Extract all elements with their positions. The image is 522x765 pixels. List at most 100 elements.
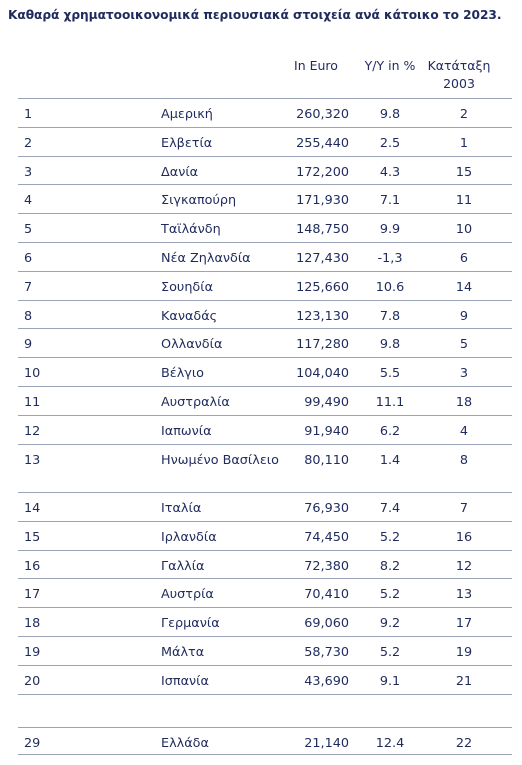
header-in-euro: In Euro [294, 58, 338, 73]
cell-in-euro: 148,750 [296, 222, 349, 238]
cell-country: Αυστραλία [161, 394, 230, 410]
cell-rank: 12 [24, 423, 41, 439]
cell-in-euro: 91,940 [304, 423, 349, 439]
cell-in-euro: 21,140 [304, 735, 349, 751]
cell-in-euro: 80,110 [304, 452, 349, 468]
cell-rank-2003: 7 [459, 500, 469, 516]
table-row: 18 Γερμανία 69,060 9.2 17 [18, 607, 512, 636]
cell-yy-percent: 5.2 [379, 587, 401, 603]
cell-country: Αυστρία [161, 587, 214, 603]
cell-yy-percent: 5.2 [379, 529, 401, 545]
cell-in-euro: 69,060 [304, 616, 349, 632]
cell-rank: 18 [24, 616, 41, 632]
cell-yy-percent: 9.9 [379, 222, 401, 238]
cell-rank-2003: 3 [459, 366, 469, 382]
cell-rank-2003: 13 [455, 587, 473, 603]
cell-country: Ελλάδα [161, 735, 209, 751]
cell-yy-percent: 8.2 [379, 558, 401, 574]
cell-rank-2003: 9 [459, 308, 469, 324]
cell-country: Βέλγιο [161, 366, 205, 382]
table-row: 12 Ιαπωνία 91,940 6.2 4 [18, 414, 512, 444]
cell-rank-2003: 12 [455, 558, 473, 574]
table-row: 7 Σουηδία 125,660 10.6 14 [18, 270, 512, 300]
cell-rank-2003: 10 [455, 222, 473, 238]
cell-yy-percent: 5.5 [379, 366, 401, 382]
cell-rank-2003: 5 [459, 337, 469, 353]
cell-rank: 17 [24, 587, 41, 603]
cell-country: Ιταλία [161, 500, 202, 516]
cell-yy-percent: 9.2 [379, 616, 401, 632]
cell-yy-percent: 9.8 [379, 107, 401, 122]
cell-rank: 19 [24, 644, 41, 660]
cell-rank: 13 [24, 452, 41, 468]
cell-rank-2003: 15 [455, 164, 473, 180]
cell-in-euro: 99,490 [304, 394, 349, 410]
table-row: 17 Αυστρία 70,410 5.2 13 [18, 578, 512, 607]
cell-in-euro: 171,930 [296, 193, 349, 209]
cell-country: Ιρλανδία [161, 529, 217, 545]
cell-yy-percent: 2.5 [379, 135, 401, 151]
cell-rank: 20 [24, 673, 41, 689]
cell-rank: 1 [24, 107, 33, 122]
cell-rank-2003: 18 [455, 394, 473, 410]
header-yy-percent: Y/Y in % [364, 58, 416, 73]
cell-rank-2003: 22 [455, 735, 473, 751]
table-row: 15 Ιρλανδία 74,450 5.2 16 [18, 520, 512, 550]
cell-country: Ισπανία [161, 673, 209, 689]
cell-in-euro: 127,430 [296, 250, 349, 266]
cell-rank-2003: 8 [459, 452, 469, 468]
cell-rank-2003: 11 [455, 193, 473, 209]
cell-country: Καναδάς [161, 308, 218, 324]
cell-rank-2003: 19 [455, 644, 473, 660]
cell-yy-percent: 10.6 [375, 279, 405, 295]
cell-rank: 5 [24, 222, 33, 238]
cell-rank-2003: 14 [455, 279, 473, 295]
table-title: Καθαρά χρηματοοικονομικά περιουσιακά στο… [8, 8, 502, 22]
cell-country: Ταϊλάνδη [161, 222, 221, 238]
cell-rank: 9 [24, 337, 33, 353]
cell-yy-percent: 9.1 [379, 673, 401, 689]
cell-yy-percent: -1,3 [377, 250, 403, 266]
cell-country: Γαλλία [161, 558, 205, 574]
cell-yy-percent: 11.1 [375, 394, 405, 410]
cell-country: Ιαπωνία [161, 423, 212, 439]
table-row: 1 Αμερική 260,320 9.8 2 [18, 98, 512, 127]
cell-yy-percent: 9.8 [379, 337, 401, 353]
cell-rank-2003: 4 [459, 423, 469, 439]
cell-yy-percent: 6.2 [379, 423, 401, 439]
table-gap-row [18, 693, 512, 727]
cell-country: Ολλανδία [161, 337, 223, 353]
cell-rank: 16 [24, 558, 41, 574]
cell-in-euro: 70,410 [304, 587, 349, 603]
table-row: 3 Δανία 172,200 4.3 15 [18, 155, 512, 185]
cell-in-euro: 172,200 [296, 164, 349, 180]
cell-yy-percent: 7.4 [379, 500, 401, 516]
cell-in-euro: 74,450 [304, 529, 349, 545]
cell-country: Μάλτα [161, 644, 205, 660]
cell-rank: 4 [24, 193, 33, 209]
cell-in-euro: 43,690 [304, 673, 349, 689]
table-row: 14 Ιταλία 76,930 7.4 7 [18, 491, 512, 521]
table-row: 13 Ηνωμένο Βασίλειο 80,110 1.4 8 [18, 443, 512, 492]
cell-yy-percent: 1.4 [379, 452, 401, 468]
cell-rank-2003: 16 [455, 529, 473, 545]
cell-rank: 15 [24, 529, 41, 545]
table-row: 20 Ισπανία 43,690 9.1 21 [18, 664, 512, 694]
table-row: 11 Αυστραλία 99,490 11.1 18 [18, 385, 512, 415]
cell-rank: 11 [24, 394, 41, 410]
cell-rank-2003: 17 [455, 616, 473, 632]
cell-rank: 3 [24, 164, 33, 180]
header-rank-2003-line2: 2003 [443, 76, 475, 91]
cell-rank: 2 [24, 135, 33, 151]
cell-country: Αμερική [161, 107, 213, 122]
table-row: 2 Ελβετία 255,440 2.5 1 [18, 126, 512, 156]
cell-country: Γερμανία [161, 616, 220, 632]
cell-in-euro: 123,130 [296, 308, 349, 324]
header-rank-2003: Κατάταξη 2003 [423, 57, 495, 93]
cell-country: Νέα Ζηλανδία [161, 250, 251, 266]
cell-country: Σουηδία [161, 279, 214, 295]
cell-in-euro: 117,280 [296, 337, 349, 353]
header-rank-2003-line1: Κατάταξη [427, 58, 491, 73]
table-row: 4 Σιγκαπούρη 171,930 7.1 11 [18, 184, 512, 213]
table-row: 9 Ολλανδία 117,280 9.8 5 [18, 328, 512, 357]
